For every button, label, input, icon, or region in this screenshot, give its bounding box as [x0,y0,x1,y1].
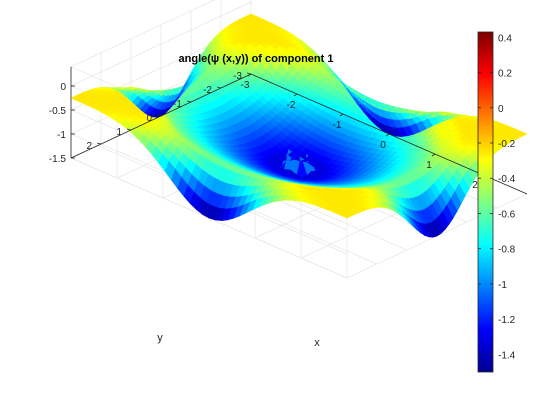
colorbar-tick-label: -1 [498,280,507,291]
y-tick-label: -2 [203,85,212,96]
z-tick-label: -1 [57,130,66,141]
colorbar: 0.4 0.2 0 -0.2 -0.4 -0.6 -0.8 -1 -1.2 -1.4 [477,31,516,373]
axis-ticks: -3 -2 -1 0 1 2 -3 -2 -1 0 1 2 -1.5 -1 -0.5 0 [49,71,482,191]
x-axis-label: x [314,337,320,349]
x-tick-label: 2 [472,180,478,191]
surface-patch [515,130,528,137]
y-tick-label: -3 [233,71,242,82]
colorbar-tick-label: 0 [498,104,504,115]
colorbar-tick-label: -1.2 [498,315,516,326]
x-tick-label: -3 [241,80,250,91]
x-tick-label: -2 [287,100,296,111]
colorbar-frame [477,31,494,373]
x-tick-label: 0 [380,140,386,151]
colorbar-gradient [478,32,493,372]
colorbar-tick-label: -1.4 [498,350,516,361]
colorbar-tick-label: 0.2 [498,69,512,80]
y-tick-label: 2 [86,141,92,152]
colorbar-tick-label: -0.8 [498,245,516,256]
colorbar-ticks: 0.4 0.2 0 -0.2 -0.4 -0.6 -0.8 -1 -1.2 -1.4 [478,33,516,361]
y-tick-label: 0 [146,113,152,124]
colorbar-tick-label: -0.6 [498,209,516,220]
z-tick-label: -1.5 [49,154,67,165]
y-tick-label: 1 [116,127,122,138]
y-axis-label: y [157,332,163,344]
chart-title: angle(ψ (x,y)) of component 1 [179,53,334,65]
colorbar-tick-label: -0.2 [498,139,516,150]
colorbar-tick-label: 0.4 [498,33,512,44]
colorbar-tick-label: -0.4 [498,174,516,185]
z-tick-label: -0.5 [49,106,67,117]
x-tick-label: -1 [333,120,342,131]
y-tick-label: -1 [173,99,182,110]
z-tick-label: 0 [60,82,66,93]
x-tick-label: 1 [426,160,432,171]
